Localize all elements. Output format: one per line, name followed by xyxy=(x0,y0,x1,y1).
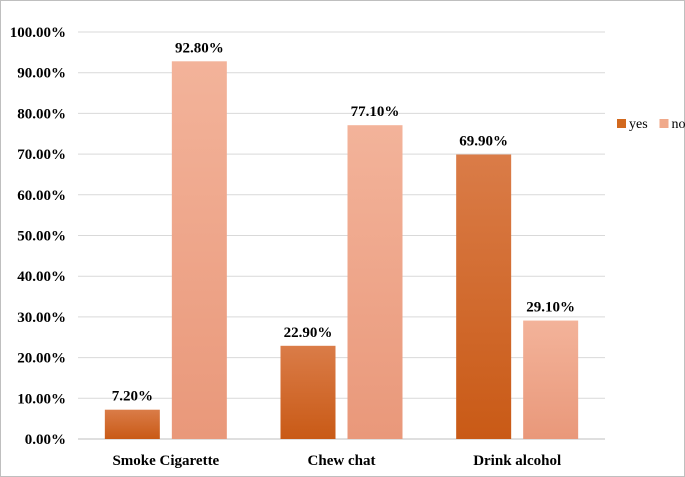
y-axis: 0.00% 10.00% 20.00% 30.00% 40.00% 50.00% 60.00… xyxy=(10,25,66,448)
x-axis: Smoke Cigarette Chew chat Drink alcohol xyxy=(112,453,561,469)
data-labels: 7.20% 92.80% 22.90% 77.10% 69.90% 29.10% xyxy=(112,40,575,404)
bar-yes-2 xyxy=(456,154,512,439)
data-label-yes-2: 69.90% xyxy=(459,134,508,150)
y-tick-label: 60.00% xyxy=(17,188,66,204)
y-tick-label: 40.00% xyxy=(17,269,66,285)
y-tick-label: 50.00% xyxy=(17,229,66,245)
y-tick-label: 30.00% xyxy=(17,310,66,326)
bar-no-1 xyxy=(347,125,403,439)
y-tick-label: 80.00% xyxy=(17,106,66,122)
bar-yes-0 xyxy=(104,409,160,439)
category-label: Smoke Cigarette xyxy=(112,453,219,469)
y-tick-label: 0.00% xyxy=(25,432,66,448)
y-tick-label: 90.00% xyxy=(17,66,66,82)
y-tick-label: 20.00% xyxy=(17,351,66,367)
bars xyxy=(104,61,579,439)
category-label: Drink alcohol xyxy=(473,453,561,469)
bar-no-0 xyxy=(171,61,227,439)
legend-label-no: no xyxy=(672,117,685,132)
data-label-yes-0: 7.20% xyxy=(112,389,153,405)
y-tick-label: 100.00% xyxy=(10,25,66,41)
legend-swatch-yes xyxy=(617,119,626,128)
data-label-no-2: 29.10% xyxy=(526,300,575,316)
data-label-no-1: 77.10% xyxy=(351,104,400,120)
y-tick-label: 10.00% xyxy=(17,391,66,407)
bar-no-2 xyxy=(523,320,579,439)
legend: yes no xyxy=(617,117,685,132)
data-label-yes-1: 22.90% xyxy=(284,325,333,341)
grid-lines xyxy=(78,31,605,440)
data-label-no-0: 92.80% xyxy=(175,40,224,56)
bar-yes-1 xyxy=(280,345,336,439)
legend-label-yes: yes xyxy=(629,117,648,132)
category-label: Chew chat xyxy=(308,453,376,469)
y-tick-label: 70.00% xyxy=(17,147,66,163)
legend-swatch-no xyxy=(659,119,669,128)
